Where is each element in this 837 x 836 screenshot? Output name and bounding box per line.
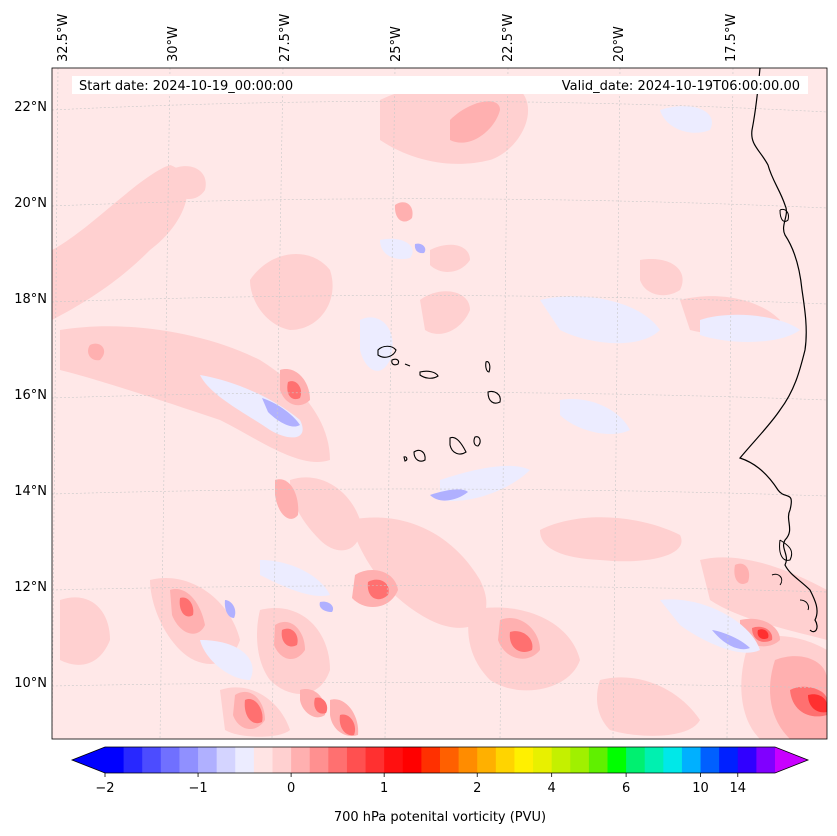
colorbar-segment — [495, 747, 516, 773]
colorbar-extend-high — [775, 747, 808, 773]
colorbar-segment — [700, 747, 720, 773]
colorbar-segment — [626, 747, 646, 773]
map-border — [51, 67, 828, 740]
lon-label-30w: 30°W — [166, 26, 181, 62]
colorbar-segment — [719, 747, 739, 773]
colorbar-segment — [309, 747, 329, 773]
colorbar-tick-label: 6 — [622, 781, 630, 796]
colorbar-segment — [681, 747, 702, 773]
colorbar-segment — [440, 747, 460, 773]
colorbar-tick-label: 0 — [287, 781, 295, 796]
lat-label-22n: 22°N — [14, 100, 47, 115]
lat-label-14n: 14°N — [14, 484, 47, 499]
colorbar-segment — [179, 747, 199, 773]
colorbar-tick-label: 1 — [380, 781, 388, 796]
map-panel — [52, 68, 827, 739]
colorbar-segment — [663, 747, 683, 773]
lat-label-10n: 10°N — [14, 676, 47, 691]
colorbar-segment — [365, 747, 385, 773]
colorbar-tick-label: −1 — [188, 781, 207, 796]
start-date-label: Start date: 2024-10-19_00:00:00 — [79, 79, 293, 94]
colorbar-segment — [235, 747, 255, 773]
colorbar-segment — [514, 747, 534, 773]
colorbar-segment — [588, 747, 609, 773]
colorbar-tick-label: 10 — [692, 781, 709, 796]
colorbar-segment — [756, 747, 776, 773]
lon-label-32-5w: 32.5°W — [56, 14, 71, 62]
colorbar: −2 −1 0 1 2 4 6 10 14 700 hPa potenital vorticit… — [70, 746, 810, 825]
lat-label-12n: 12°N — [14, 580, 47, 595]
colorbar-ticks: −2 −1 0 1 2 4 6 10 14 — [95, 773, 746, 796]
lat-label-16n: 16°N — [14, 388, 47, 403]
colorbar-segment — [198, 747, 218, 773]
colorbar-segments — [105, 747, 776, 773]
lon-label-17-5w: 17.5°W — [724, 14, 739, 62]
lat-label-18n: 18°N — [14, 292, 47, 307]
colorbar-segment — [458, 747, 478, 773]
colorbar-segment — [570, 747, 590, 773]
lat-label-20n: 20°N — [14, 196, 47, 211]
colorbar-tick-label: 4 — [548, 781, 556, 796]
graticule-lines — [52, 68, 827, 739]
colorbar-extend-low — [72, 747, 105, 773]
colorbar-segment — [105, 747, 125, 773]
colorbar-segment — [737, 747, 757, 773]
lon-label-27-5w: 27.5°W — [278, 14, 293, 62]
colorbar-tick-label: −2 — [95, 781, 114, 796]
colorbar-segment — [551, 747, 571, 773]
lon-label-25w: 25°W — [389, 26, 404, 62]
colorbar-segment — [421, 747, 441, 773]
africa-coastline-detail — [771, 209, 809, 611]
colorbar-segment — [328, 747, 348, 773]
header-band — [72, 76, 808, 94]
longitude-labels: 32.5°W 30°W 27.5°W 25°W 22.5°W 20°W 17.5… — [56, 14, 739, 62]
colorbar-label: 700 hPa potenital vorticity (PVU) — [334, 810, 546, 825]
colorbar-segment — [253, 747, 274, 773]
colorbar-segment — [216, 747, 236, 773]
colorbar-tick-label: 2 — [473, 781, 481, 796]
pv-contours-high-positive — [179, 381, 827, 736]
colorbar-segment — [477, 747, 497, 773]
colorbar-segment — [533, 747, 553, 773]
lon-label-22-5w: 22.5°W — [501, 14, 516, 62]
colorbar-segment — [644, 747, 664, 773]
colorbar-segment — [291, 747, 311, 773]
africa-coastline — [738, 68, 818, 633]
colorbar-segment — [123, 747, 143, 773]
colorbar-segment — [346, 747, 367, 773]
cape-verde-islands — [377, 345, 501, 462]
colorbar-segment — [384, 747, 404, 773]
lon-label-20w: 20°W — [612, 26, 627, 62]
colorbar-segment — [160, 747, 181, 773]
latitude-labels: 22°N 20°N 18°N 16°N 14°N 12°N 10°N — [14, 100, 47, 691]
pv-contours-negative-strong — [224, 243, 750, 650]
colorbar-segment — [607, 747, 627, 773]
valid-date-label: Valid_date: 2024-10-19T06:00:00.00 — [562, 79, 800, 94]
colorbar-segment — [402, 747, 422, 773]
colorbar-tick-label: 14 — [730, 781, 747, 796]
colorbar-segment — [272, 747, 292, 773]
colorbar-segment — [142, 747, 162, 773]
pv-contours-peak — [757, 629, 827, 713]
